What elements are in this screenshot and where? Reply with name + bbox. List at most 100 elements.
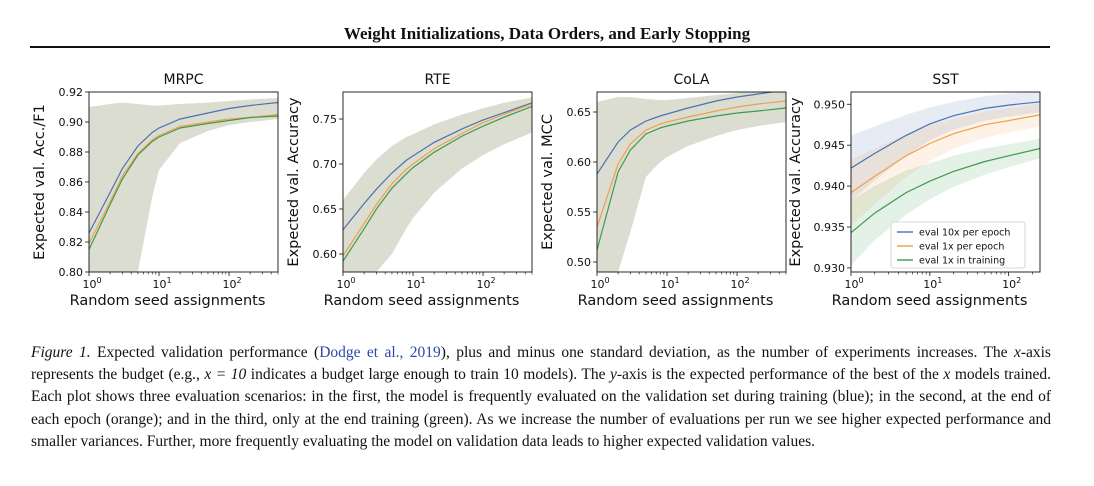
x-tick-exponent: 1: [420, 276, 425, 285]
y-tick-label: 0.88: [59, 146, 84, 159]
x-tick-label: 100: [336, 276, 355, 291]
plot-area: [597, 92, 786, 272]
x-axis-label: Random seed assignments: [324, 293, 520, 309]
chart-cola: 0.50 0.55 0.60 0.65 100 101 102 CoLA Random seed…: [540, 72, 787, 309]
std-band-green: [851, 138, 1040, 266]
series-line-blue: [851, 101, 1040, 169]
y-tick-label: 0.60: [313, 248, 338, 261]
x-tick-exponent: 2: [491, 276, 496, 285]
std-band-blue: [851, 92, 1040, 201]
x-tick-label: 101: [660, 276, 679, 291]
plot-area: [343, 97, 532, 272]
x-tick-label: 101: [406, 276, 425, 291]
series-line-green: [597, 107, 786, 251]
caption-math: x: [1013, 344, 1021, 361]
y-tick-label: 0.92: [59, 86, 84, 99]
series-line-blue: [343, 102, 532, 231]
axes-frame: [596, 91, 787, 273]
legend-label: eval 1x per epoch: [919, 242, 1004, 253]
y-tick-label: 0.945: [814, 139, 846, 152]
x-tick-label: 102: [1002, 276, 1021, 291]
y-tick-label: 0.86: [59, 176, 84, 189]
y-tick-label: 0.82: [59, 236, 84, 249]
caption-text: ), plus and minus one standard deviation…: [440, 344, 1014, 361]
caption-text: -axis is the expected performance of the…: [616, 366, 944, 384]
plot-area: [851, 92, 1040, 266]
y-axis-label: Expected val. Accuracy: [788, 97, 804, 267]
series-line-green: [89, 115, 278, 250]
y-tick-label: 0.90: [59, 116, 84, 129]
x-axis-label: Random seed assignments: [578, 293, 774, 309]
x-tick-exponent: 0: [858, 276, 863, 285]
axes-frame: [342, 91, 533, 273]
plot-area: [89, 98, 278, 272]
caption-text: Expected validation performance (: [90, 344, 320, 361]
chart-title: SST: [932, 72, 959, 88]
caption-math: x = 10: [204, 366, 247, 384]
x-axis-label: Random seed assignments: [70, 293, 266, 309]
y-tick-label: 0.930: [814, 262, 846, 275]
std-band: [89, 98, 278, 272]
y-tick-label: 0.950: [814, 98, 846, 111]
x-tick-label: 100: [82, 276, 101, 291]
x-tick-label: 102: [477, 276, 496, 291]
y-tick-label: 0.65: [313, 203, 338, 216]
std-band: [343, 97, 532, 272]
y-tick-label: 0.80: [59, 266, 84, 279]
chart-title: MRPC: [163, 72, 203, 88]
chart-title: CoLA: [673, 72, 709, 88]
title-rule: [30, 46, 1050, 48]
x-tick-exponent: 1: [937, 276, 942, 285]
caption-text: models trained. Each plot shows three ev…: [31, 366, 1052, 450]
caption-text: -axis represents the budget (e.g.,: [31, 344, 1051, 384]
series-line-green: [343, 105, 532, 262]
std-band: [597, 92, 786, 272]
x-axis-label: Random seed assignments: [832, 293, 1028, 309]
y-tick-label: 0.55: [567, 206, 592, 219]
chart-title: RTE: [424, 72, 450, 88]
legend-label: eval 1x in training: [919, 256, 1005, 267]
y-tick-label: 0.70: [313, 158, 338, 171]
legend-label: eval 10x per epoch: [919, 228, 1010, 239]
caption-math: x: [943, 366, 951, 384]
caption-math: y: [609, 366, 617, 384]
x-tick-exponent: 2: [237, 276, 242, 285]
x-tick-label: 102: [223, 276, 242, 291]
x-tick-exponent: 0: [96, 276, 101, 285]
x-tick-exponent: 1: [674, 276, 679, 285]
figure-title: Weight Initializations, Data Orders, and…: [343, 24, 751, 43]
y-tick-label: 0.50: [567, 256, 592, 269]
caption-label: Figure 1.: [31, 344, 91, 361]
x-tick-label: 101: [152, 276, 171, 291]
series-line-blue: [597, 92, 777, 175]
caption-text: indicates a budget large enough to train…: [246, 366, 610, 384]
series-line-orange: [851, 114, 1040, 194]
y-tick-label: 0.60: [567, 156, 592, 169]
y-tick-label: 0.65: [567, 106, 592, 119]
y-axis-label: Expected val. MCC: [540, 114, 556, 250]
figure-caption: Figure 1. Expected validation performanc…: [31, 342, 1051, 453]
axes-frame: [850, 91, 1041, 273]
y-axis-label: Expected val. Accuracy: [286, 97, 302, 267]
x-tick-label: 102: [731, 276, 750, 291]
series-line-blue: [89, 101, 278, 234]
series-line-orange: [343, 103, 532, 257]
x-tick-exponent: 2: [1016, 276, 1021, 285]
y-axis-label: Expected val. Acc./F1: [32, 104, 48, 260]
x-tick-label: 100: [590, 276, 609, 291]
x-tick-label: 101: [923, 276, 942, 291]
series-line-orange: [89, 113, 278, 244]
caption-citation[interactable]: Dodge et al., 2019: [319, 344, 441, 361]
y-tick-label: 0.935: [814, 221, 846, 234]
std-band-orange: [851, 103, 1040, 226]
x-tick-exponent: 1: [166, 276, 171, 285]
y-tick-label: 0.84: [59, 206, 84, 219]
y-tick-label: 0.75: [313, 113, 338, 126]
series-line-green: [851, 147, 1040, 234]
x-tick-exponent: 0: [350, 276, 355, 285]
x-tick-exponent: 2: [745, 276, 750, 285]
x-tick-label: 100: [844, 276, 863, 291]
